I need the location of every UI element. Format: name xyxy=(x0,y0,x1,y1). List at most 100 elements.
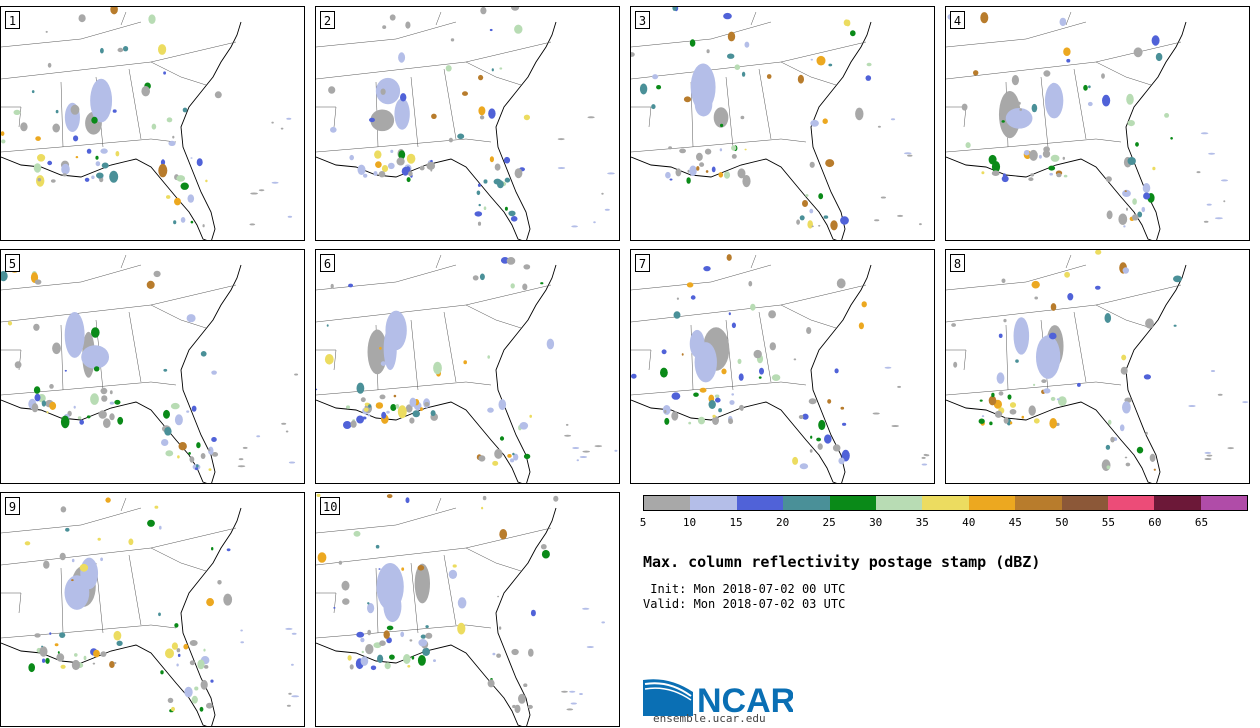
coastline xyxy=(316,507,557,726)
precip-cell xyxy=(796,219,800,225)
precip-cell xyxy=(1149,453,1156,462)
precip-cell xyxy=(211,452,219,457)
precip-cell xyxy=(211,370,217,375)
precip-cell xyxy=(1124,456,1128,459)
precip-cell xyxy=(390,149,394,153)
precip-cell xyxy=(810,58,813,61)
precip-cell xyxy=(1083,84,1088,91)
precip-cell xyxy=(110,7,118,15)
precip-cell xyxy=(491,68,494,72)
precip-cell xyxy=(1223,200,1226,203)
precip-cell xyxy=(855,107,864,121)
state-border xyxy=(1,507,142,534)
precip-cell xyxy=(342,598,350,605)
precip-cell xyxy=(980,12,989,24)
precip-cell xyxy=(378,171,386,178)
precip-cell xyxy=(1050,154,1060,162)
precip-cell xyxy=(834,368,839,374)
precip-cell xyxy=(214,91,222,99)
precip-cell xyxy=(828,63,833,67)
state-border xyxy=(946,21,1087,48)
colorbar-tick-label: 45 xyxy=(1008,516,1022,529)
precip-cell xyxy=(541,549,550,559)
precip-cell xyxy=(1242,401,1249,404)
precip-cell xyxy=(553,495,559,502)
precip-cell xyxy=(360,637,365,643)
precip-cell xyxy=(699,387,707,393)
precip-cell xyxy=(989,421,993,426)
precip-cell xyxy=(1,131,5,136)
precip-cell xyxy=(809,208,814,214)
precip-cell xyxy=(389,14,396,21)
member-panel-3: 3 xyxy=(630,6,935,241)
precip-cell xyxy=(49,632,52,635)
colorbar-tick-label: 30 xyxy=(869,516,883,529)
precip-cell xyxy=(811,225,814,228)
precip-cell xyxy=(448,569,458,579)
precip-cell xyxy=(159,525,162,530)
precip-cell xyxy=(189,660,195,666)
precip-cell xyxy=(98,410,107,419)
precip-cell xyxy=(1123,225,1126,228)
precip-cell xyxy=(158,612,161,617)
precip-cell xyxy=(20,122,28,132)
state-border xyxy=(631,41,867,80)
precip-cell xyxy=(688,421,692,425)
precip-cell xyxy=(731,322,736,329)
precip-cell xyxy=(1049,332,1057,340)
precip-cell xyxy=(498,626,502,630)
precip-cell xyxy=(326,324,329,327)
precip-cell xyxy=(400,631,405,638)
state-border xyxy=(316,507,457,534)
precip-cell xyxy=(109,413,115,421)
precip-cell xyxy=(349,664,354,670)
precip-cell xyxy=(291,695,300,698)
precip-cell xyxy=(74,653,78,657)
state-border xyxy=(375,567,379,634)
coastline xyxy=(316,21,557,240)
precip-cell xyxy=(462,91,468,96)
precip-cell xyxy=(727,53,735,59)
precip-cell xyxy=(540,544,547,550)
precip-cell xyxy=(425,625,429,629)
precip-cell xyxy=(712,416,719,425)
precip-cell xyxy=(850,30,856,37)
state-border xyxy=(1,264,142,291)
precip-cell xyxy=(386,637,392,644)
precip-area xyxy=(394,98,410,130)
precip-cell xyxy=(1126,93,1134,105)
precip-cell xyxy=(1049,418,1057,429)
precip-cell xyxy=(497,595,500,598)
precip-cell xyxy=(411,655,415,660)
precip-cell xyxy=(511,648,519,656)
coastline xyxy=(946,21,1187,240)
precip-cell xyxy=(805,194,809,197)
precip-cell xyxy=(1135,142,1139,147)
precip-cell xyxy=(522,283,528,291)
colorbar-segment xyxy=(922,496,969,510)
precip-cell xyxy=(478,106,486,116)
precip-cell xyxy=(191,695,198,704)
precip-cell xyxy=(168,140,176,146)
precip-cell xyxy=(1127,157,1136,165)
precip-cell xyxy=(330,126,337,133)
precip-cell xyxy=(46,411,49,414)
precip-cell xyxy=(153,270,161,278)
state-border xyxy=(1,527,237,566)
precip-cell xyxy=(73,135,79,142)
precip-cell xyxy=(723,12,732,20)
precip-cell xyxy=(823,215,829,219)
precip-cell xyxy=(1048,165,1056,171)
precip-cell xyxy=(294,373,299,376)
precip-cell xyxy=(445,65,452,72)
state-border xyxy=(410,76,419,148)
precip-cell xyxy=(324,354,334,365)
precip-area xyxy=(1035,335,1061,379)
colorbar-segment xyxy=(644,496,691,510)
precip-cell xyxy=(109,170,119,183)
state-border xyxy=(443,68,457,140)
precip-cell xyxy=(426,161,436,170)
precip-cell xyxy=(631,373,637,379)
precip-cell xyxy=(594,445,603,448)
precip-cell xyxy=(576,459,579,462)
